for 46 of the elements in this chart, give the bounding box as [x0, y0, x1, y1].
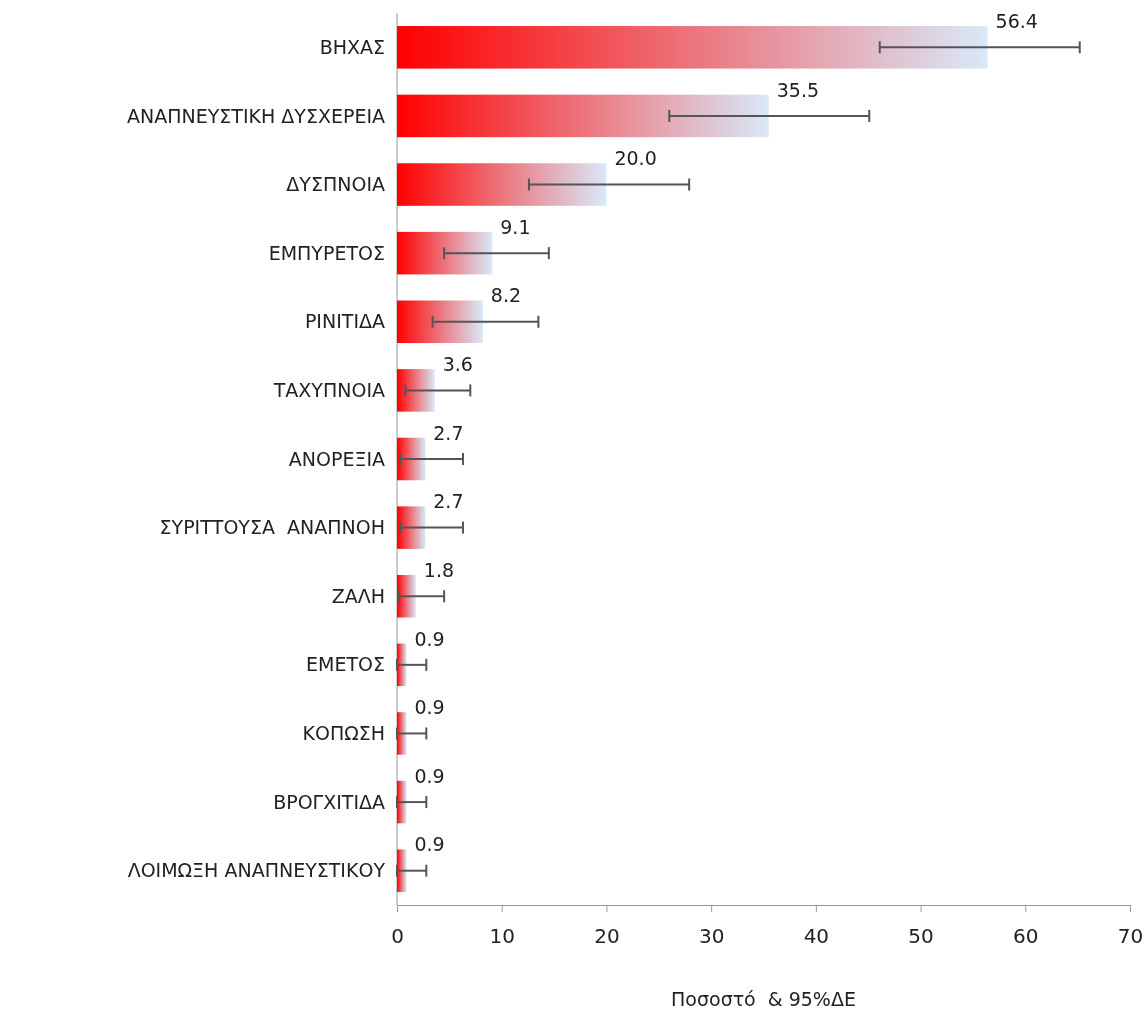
- bar: [397, 231, 493, 275]
- data-label: 56.4: [995, 10, 1038, 33]
- y-tick-label: ΕΜΕΤΟΣ: [306, 653, 385, 676]
- y-tick-label: ΚΟΠΩΣΗ: [302, 722, 385, 745]
- y-tick-label: ΣΥΡΙΤΤΟΥΣΑ ΑΝΑΠΝΟΗ: [159, 516, 385, 539]
- x-axis-title: Ποσοστό & 95%ΔΕ: [671, 988, 856, 1010]
- y-tick-label: ΔΥΣΠΝΟΙΑ: [286, 173, 385, 196]
- bar: [397, 94, 769, 138]
- bar: [397, 369, 435, 412]
- x-tick-label: 60: [1013, 924, 1039, 948]
- y-tick-label: ΤΑΧΥΠΝΟΙΑ: [272, 379, 385, 402]
- data-label: 0.9: [414, 833, 445, 856]
- data-label: 8.2: [490, 284, 522, 307]
- bar: [397, 26, 988, 69]
- data-label: 2.7: [433, 490, 464, 513]
- y-tick-label: ΕΜΠΥΡΕΤΟΣ: [268, 241, 385, 264]
- y-tick-label: ΒΡΟΓΧΙΤΙΔΑ: [273, 790, 385, 813]
- data-label: 1.8: [423, 558, 455, 581]
- bar: [397, 506, 426, 549]
- bar: [397, 437, 426, 481]
- data-label: 2.7: [433, 421, 464, 444]
- bar: [397, 163, 607, 206]
- data-label: 9.1: [500, 215, 531, 238]
- data-label: 35.5: [776, 78, 820, 101]
- bar: [397, 300, 483, 344]
- data-label: 20.0: [614, 147, 657, 170]
- x-tick-label: 50: [908, 924, 934, 948]
- x-tick-label: 0: [391, 924, 404, 948]
- data-label: 3.6: [442, 353, 473, 376]
- x-tick-label: 40: [803, 924, 830, 948]
- bar: [397, 849, 407, 892]
- bar: [397, 712, 407, 755]
- x-tick-label: 10: [489, 924, 515, 948]
- x-tick-label: 70: [1117, 924, 1144, 948]
- y-tick-label: ΖΑΛΗ: [331, 584, 385, 607]
- x-tick-label: 30: [698, 924, 725, 948]
- y-tick-label: ΡΙΝΙΤΙΔΑ: [304, 310, 385, 333]
- y-tick-label: ΑΝΟΡΕΞΙΑ: [288, 447, 385, 470]
- y-tick-label: ΒΗΧΑΣ: [319, 35, 385, 58]
- y-tick-label: ΛΟΙΜΩΞΗ ΑΝΑΠΝΕΥΣΤΙΚΟΥ: [127, 859, 386, 882]
- data-label: 0.9: [414, 696, 445, 719]
- data-label: 0.9: [414, 764, 445, 787]
- data-label: 0.9: [414, 627, 445, 650]
- x-tick-label: 20: [594, 924, 620, 948]
- bar: [397, 574, 416, 618]
- y-tick-label: ΑΝΑΠΝΕΥΣΤΙΚΗ ΔΥΣΧΕΡΕΙΑ: [126, 104, 385, 127]
